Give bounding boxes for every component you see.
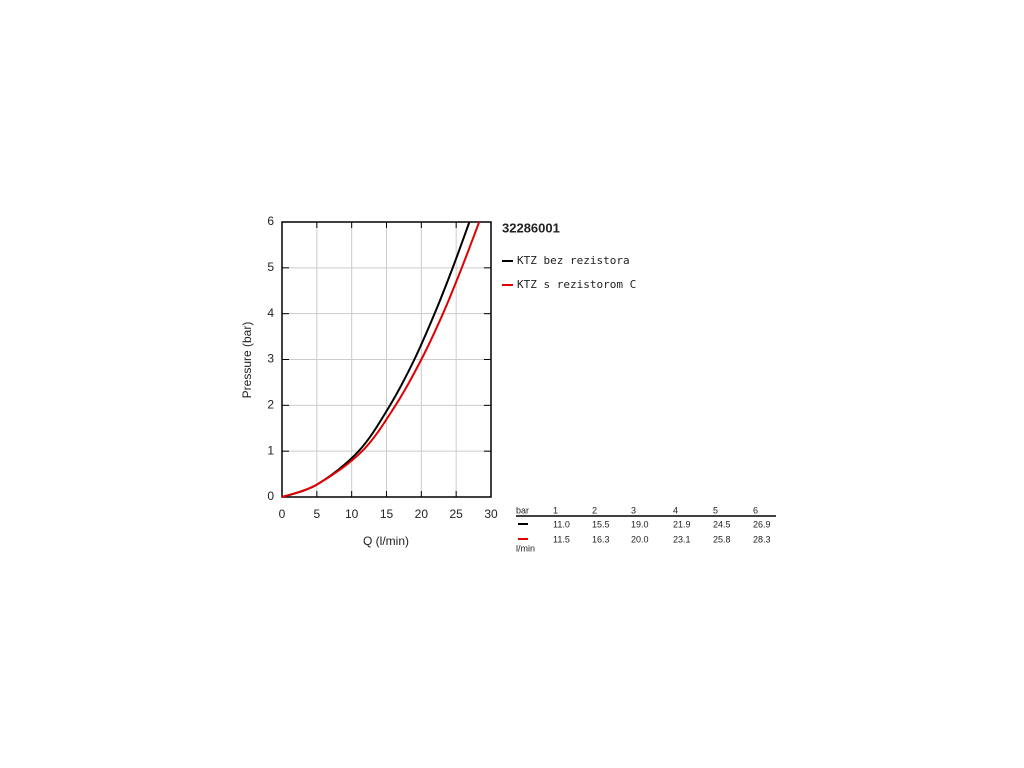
table-cell: 23.1 <box>673 534 691 544</box>
x-tick-label: 0 <box>279 507 286 521</box>
y-tick-label: 2 <box>267 398 274 412</box>
x-tick-label: 25 <box>449 507 463 521</box>
y-tick-label: 1 <box>267 443 274 457</box>
plot-frame <box>281 221 492 498</box>
table-cell: 21.9 <box>673 519 691 529</box>
table-cell: 19.0 <box>631 519 649 529</box>
x-axis-label: Q (l/min) <box>363 534 409 548</box>
table-cell: 25.8 <box>713 534 731 544</box>
table-header: 5 <box>713 505 718 515</box>
table-header: 6 <box>753 505 758 515</box>
legend-label: KTZ bez rezistora <box>517 254 630 267</box>
x-tick-label: 5 <box>313 507 320 521</box>
table-header: 3 <box>631 505 636 515</box>
y-tick-label: 0 <box>267 489 274 503</box>
series-line <box>281 221 481 498</box>
table-cell: 24.5 <box>713 519 731 529</box>
x-tick-label: 20 <box>415 507 429 521</box>
table-header: bar <box>516 505 529 515</box>
x-tick-label: 10 <box>345 507 359 521</box>
table-cell: 26.9 <box>753 519 771 529</box>
x-tick-label: 15 <box>380 507 394 521</box>
table-cell: 16.3 <box>592 534 610 544</box>
table-header: 1 <box>553 505 558 515</box>
y-tick-label: 3 <box>267 352 274 366</box>
table-cell: 11.0 <box>553 519 570 529</box>
y-axis-label: Pressure (bar) <box>240 322 254 399</box>
table-cell: 11.5 <box>553 534 570 544</box>
table-cell: 15.5 <box>592 519 610 529</box>
table-cell: 28.3 <box>753 534 771 544</box>
legend-label: KTZ s rezistorom C <box>517 278 636 291</box>
table-unit: l/min <box>516 543 535 553</box>
y-tick-label: 5 <box>267 260 274 274</box>
table-header: 4 <box>673 505 678 515</box>
chart-title: 32286001 <box>502 220 560 235</box>
table-header: 2 <box>592 505 597 515</box>
y-tick-label: 6 <box>267 214 274 228</box>
y-tick-label: 4 <box>267 306 274 320</box>
x-tick-label: 30 <box>484 507 498 521</box>
table-cell: 20.0 <box>631 534 649 544</box>
